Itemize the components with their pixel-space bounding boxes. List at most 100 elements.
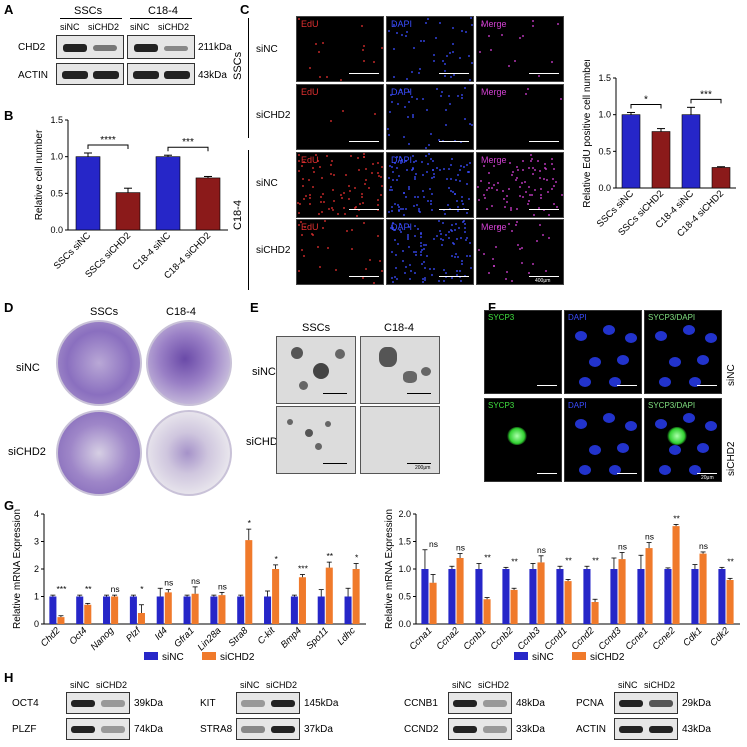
bar: [264, 596, 272, 624]
blot-h2-row-1: [236, 692, 300, 714]
bar: [272, 569, 280, 624]
legend-swatch-sichd2: [202, 652, 216, 660]
x-tick-label: Ccnb2: [488, 625, 516, 653]
y-tick-label: 1.0: [50, 152, 63, 162]
blot-a-row-2-name: ACTIN: [18, 70, 48, 81]
channel-label: DAPI: [568, 401, 587, 410]
bar: [421, 569, 429, 624]
significance-label: **: [565, 555, 572, 565]
significance-label: *: [644, 94, 648, 105]
dish-c18-sinc: [146, 320, 232, 406]
bar: [651, 131, 671, 189]
legend-swatch-sinc: [144, 652, 158, 660]
significance-bracket: [630, 103, 662, 109]
panel-c-group-c18: C18-4: [232, 200, 244, 230]
bar: [502, 569, 510, 624]
bar: [84, 604, 92, 624]
micrograph-c-r2-3: Merge: [476, 84, 564, 150]
panel-c-row-2: siCHD2: [256, 110, 291, 121]
y-axis-label: Relative EdU positive cell number: [582, 60, 593, 208]
blot-a-actin-c18: [127, 63, 195, 85]
blot-h3-row-1: [448, 692, 512, 714]
bar: [317, 596, 325, 624]
channel-label: EdU: [301, 87, 319, 97]
y-tick-label: 3: [34, 537, 39, 547]
significance-label: ns: [111, 584, 120, 594]
panel-d-row-sichd2: siCHD2: [8, 446, 46, 458]
bar: [183, 596, 191, 624]
x-tick-label: Spo11: [304, 625, 331, 652]
blot-h2-row-1-kda: 145kDa: [304, 698, 339, 709]
dish-ssc-sichd2: [56, 410, 142, 496]
blot-h4-lane-2: siCHD2: [644, 680, 676, 690]
bar: [711, 167, 731, 189]
lm-c18-sichd2: 200μm: [360, 406, 440, 474]
significance-label: **: [592, 555, 599, 565]
significance-label: ns: [191, 576, 200, 586]
blot-h4-row-1-kda: 29kDa: [682, 698, 711, 709]
blot-h3-lane-1: siNC: [452, 680, 472, 690]
bar: [618, 559, 626, 624]
significance-label: ***: [700, 89, 712, 100]
x-tick-label: Nanog: [89, 625, 117, 653]
y-tick-label: 0.5: [50, 188, 63, 198]
panel-label-d: D: [4, 300, 14, 315]
fluor-f-r2-1: SYCP3: [484, 398, 562, 482]
channel-label: EdU: [301, 19, 319, 29]
blot-h1-lane-2: siCHD2: [96, 680, 128, 690]
bar: [645, 548, 653, 624]
x-tick-label: Lin28a: [196, 625, 224, 653]
blot-h1-row-2-kda: 74kDa: [134, 724, 163, 735]
legend-swatch-sinc: [514, 652, 528, 660]
y-axis-label: Relative mRNA Expression: [384, 509, 395, 629]
panel-c-row-1: siNC: [256, 44, 278, 55]
blot-a-row-2-kda: 43kDa: [198, 70, 227, 81]
panel-c-row-3: siNC: [256, 178, 278, 189]
blot-h1-row-1-name: OCT4: [12, 698, 39, 709]
bar: [621, 114, 641, 189]
lm-ssc-sichd2: [276, 406, 356, 474]
bar: [429, 582, 437, 624]
blot-a-chd2-c18: [127, 35, 195, 59]
lm-c18-sinc: [360, 336, 440, 404]
bar: [195, 177, 221, 231]
x-tick-label: Bmp4: [279, 625, 304, 650]
bar: [510, 589, 518, 624]
blot-h1-row-1: [66, 692, 130, 714]
x-tick-label: Id4: [153, 625, 170, 642]
significance-label: ***: [298, 564, 309, 574]
bar: [76, 596, 84, 624]
x-tick-label: Oct4: [67, 625, 89, 647]
legend-label-sichd2: siCHD2: [590, 652, 625, 663]
significance-label: ns: [456, 543, 465, 553]
panel-e-row-sinc: siNC: [252, 366, 276, 378]
bar: [218, 595, 226, 624]
micrograph-c-r3-2: DAPI: [386, 152, 474, 218]
blot-h1-row-2-name: PLZF: [12, 724, 37, 735]
channel-label: EdU: [301, 222, 319, 232]
dish-ssc-sinc: [56, 320, 142, 406]
bar: [344, 596, 352, 624]
blot-a-row-1-name: CHD2: [18, 42, 46, 53]
x-tick-label: Ldhc: [335, 625, 358, 648]
blot-h2-lane-2: siCHD2: [266, 680, 298, 690]
significance-label: **: [673, 513, 680, 523]
panel-e-col-ssc: SSCs: [302, 322, 331, 334]
panel-label-a: A: [4, 2, 14, 17]
bar: [591, 602, 599, 624]
panel-e-col-c18: C18-4: [384, 322, 414, 334]
micrograph-c-r3-3: Merge: [476, 152, 564, 218]
x-tick-label: Ccna2: [434, 625, 462, 653]
x-tick-label: Ccnb3: [515, 625, 543, 653]
y-tick-label: 1.5: [50, 115, 63, 125]
bar: [718, 569, 726, 624]
channel-label: DAPI: [568, 313, 587, 322]
blot-h4-row-1-name: PCNA: [576, 698, 604, 709]
fluor-f-r1-2: DAPI: [564, 310, 642, 394]
blot-h2-row-2: [236, 718, 300, 740]
bar: [352, 569, 360, 624]
y-tick-label: 1.0: [398, 564, 411, 574]
significance-label: *: [140, 584, 144, 594]
panel-label-c: C: [240, 2, 250, 17]
